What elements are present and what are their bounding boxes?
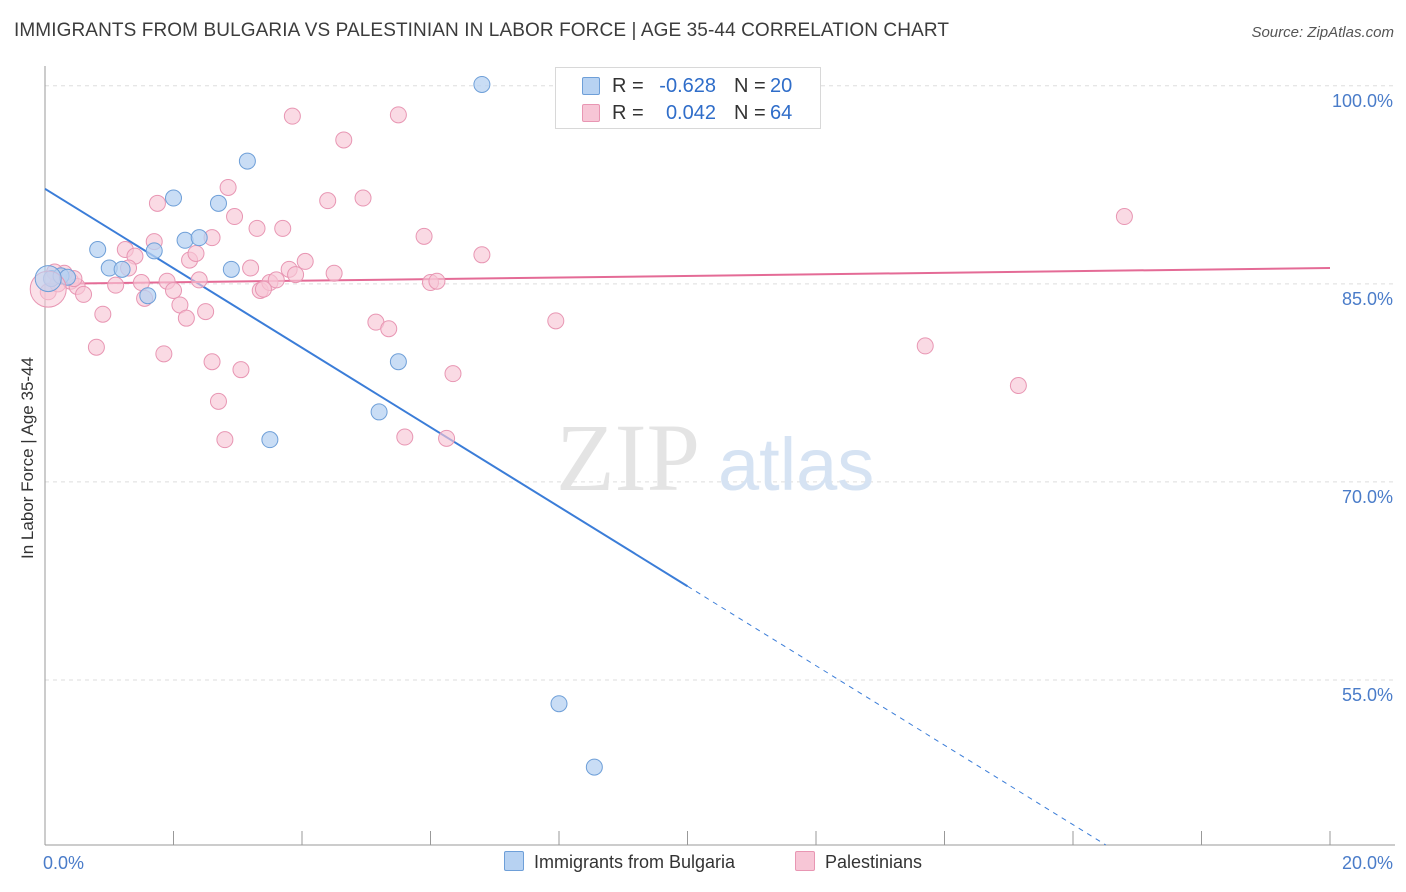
legend-r-label: R = bbox=[612, 102, 644, 124]
point-palestinians bbox=[177, 309, 195, 327]
legend-n-value: 20 bbox=[770, 75, 793, 97]
legend-swatch-blue bbox=[504, 851, 524, 872]
point-bulgaria-cluster bbox=[34, 265, 62, 293]
y-tick-label: 70.0% bbox=[1342, 487, 1393, 507]
legend-r-label: R = bbox=[612, 75, 644, 97]
point-palestinians bbox=[354, 189, 372, 207]
point-palestinians bbox=[296, 252, 314, 270]
point-palestinians bbox=[197, 303, 215, 321]
point-bulgaria bbox=[176, 231, 194, 249]
point-palestinians bbox=[148, 194, 166, 212]
point-palestinians bbox=[254, 280, 272, 298]
point-palestinians bbox=[415, 227, 433, 245]
legend-swatch-pink bbox=[795, 851, 815, 872]
x-tick-label: 20.0% bbox=[1342, 853, 1393, 873]
chart-title: IMMIGRANTS FROM BULGARIA VS PALESTINIAN … bbox=[14, 20, 950, 41]
point-palestinians bbox=[1009, 377, 1027, 395]
watermark-zip: ZIP bbox=[556, 404, 700, 511]
point-palestinians bbox=[389, 106, 407, 124]
legend-r-value: 0.042 bbox=[665, 102, 716, 124]
point-palestinians bbox=[209, 392, 227, 410]
point-palestinians bbox=[428, 272, 446, 290]
point-palestinians bbox=[473, 246, 491, 264]
point-palestinians bbox=[87, 338, 105, 356]
x-tick-label: 0.0% bbox=[43, 853, 84, 873]
legend-swatch-blue bbox=[582, 77, 600, 95]
point-bulgaria bbox=[209, 194, 227, 212]
point-bulgaria bbox=[585, 758, 603, 776]
y-tick-label: 100.0% bbox=[1332, 91, 1393, 111]
point-palestinians bbox=[190, 271, 208, 289]
legend-label-palestinians: Palestinians bbox=[825, 852, 923, 872]
point-bulgaria bbox=[473, 75, 491, 93]
point-bulgaria bbox=[222, 260, 240, 278]
trendline-bulgaria bbox=[44, 187, 689, 588]
point-palestinians bbox=[75, 285, 93, 303]
point-palestinians bbox=[203, 353, 221, 371]
point-bulgaria bbox=[145, 242, 163, 260]
legend-swatch-pink bbox=[582, 104, 600, 122]
point-bulgaria bbox=[550, 695, 568, 713]
tick-labels: 55.0% 70.0% 85.0% 100.0% 0.0% 20.0% bbox=[43, 91, 1393, 873]
point-palestinians bbox=[232, 361, 250, 379]
point-palestinians bbox=[242, 259, 260, 277]
point-bulgaria bbox=[238, 152, 256, 170]
point-palestinians bbox=[380, 320, 398, 338]
point-palestinians bbox=[107, 276, 125, 294]
point-palestinians bbox=[283, 107, 301, 125]
gridlines bbox=[45, 85, 1395, 681]
point-bulgaria bbox=[113, 260, 131, 278]
point-palestinians bbox=[335, 131, 353, 149]
point-palestinians bbox=[444, 365, 462, 383]
source-label: Source: ZipAtlas.com bbox=[1251, 24, 1394, 41]
point-palestinians bbox=[396, 428, 414, 446]
watermark: ZIP atlas bbox=[556, 404, 874, 511]
legend-label-bulgaria: Immigrants from Bulgaria bbox=[534, 852, 736, 872]
point-palestinians bbox=[287, 266, 305, 284]
watermark-atlas: atlas bbox=[718, 423, 874, 506]
point-bulgaria bbox=[190, 229, 208, 247]
point-palestinians bbox=[547, 312, 565, 330]
point-palestinians bbox=[216, 431, 234, 449]
point-bulgaria bbox=[370, 403, 388, 421]
point-palestinians bbox=[248, 219, 266, 237]
point-bulgaria bbox=[261, 431, 279, 449]
legend-n-label: N = bbox=[734, 75, 766, 97]
point-palestinians bbox=[155, 345, 173, 363]
trendline-bulgaria-extension bbox=[687, 585, 1107, 846]
axes bbox=[44, 66, 1395, 846]
legend-item-bulgaria: Immigrants from Bulgaria bbox=[504, 851, 736, 876]
point-palestinians bbox=[325, 264, 343, 282]
point-bulgaria bbox=[89, 241, 107, 259]
trendline-palestinians bbox=[44, 267, 1331, 285]
point-palestinians bbox=[165, 281, 182, 299]
legend-n-value: 64 bbox=[770, 102, 793, 124]
correlation-legend: R = -0.628 N = 20 R = 0.042 N = 64 bbox=[555, 67, 821, 129]
point-palestinians bbox=[1115, 208, 1133, 226]
point-bulgaria bbox=[389, 353, 407, 371]
y-tick-label: 85.0% bbox=[1342, 289, 1393, 309]
point-palestinians bbox=[187, 244, 205, 262]
point-palestinians bbox=[916, 337, 934, 355]
legend-r-value: -0.628 bbox=[659, 75, 716, 97]
point-palestinians bbox=[94, 305, 112, 323]
point-bulgaria bbox=[165, 189, 182, 207]
point-palestinians bbox=[274, 219, 292, 237]
data-points bbox=[29, 75, 1133, 776]
point-palestinians bbox=[438, 429, 456, 447]
legend-n-label: N = bbox=[734, 102, 766, 124]
trend-lines bbox=[44, 187, 1331, 846]
point-palestinians bbox=[267, 271, 285, 289]
point-palestinians bbox=[319, 192, 337, 210]
point-palestinians bbox=[226, 208, 244, 226]
y-tick-label: 55.0% bbox=[1342, 685, 1393, 705]
point-palestinians bbox=[219, 178, 237, 196]
legend-item-palestinians: Palestinians bbox=[795, 851, 923, 876]
point-bulgaria bbox=[139, 287, 157, 305]
